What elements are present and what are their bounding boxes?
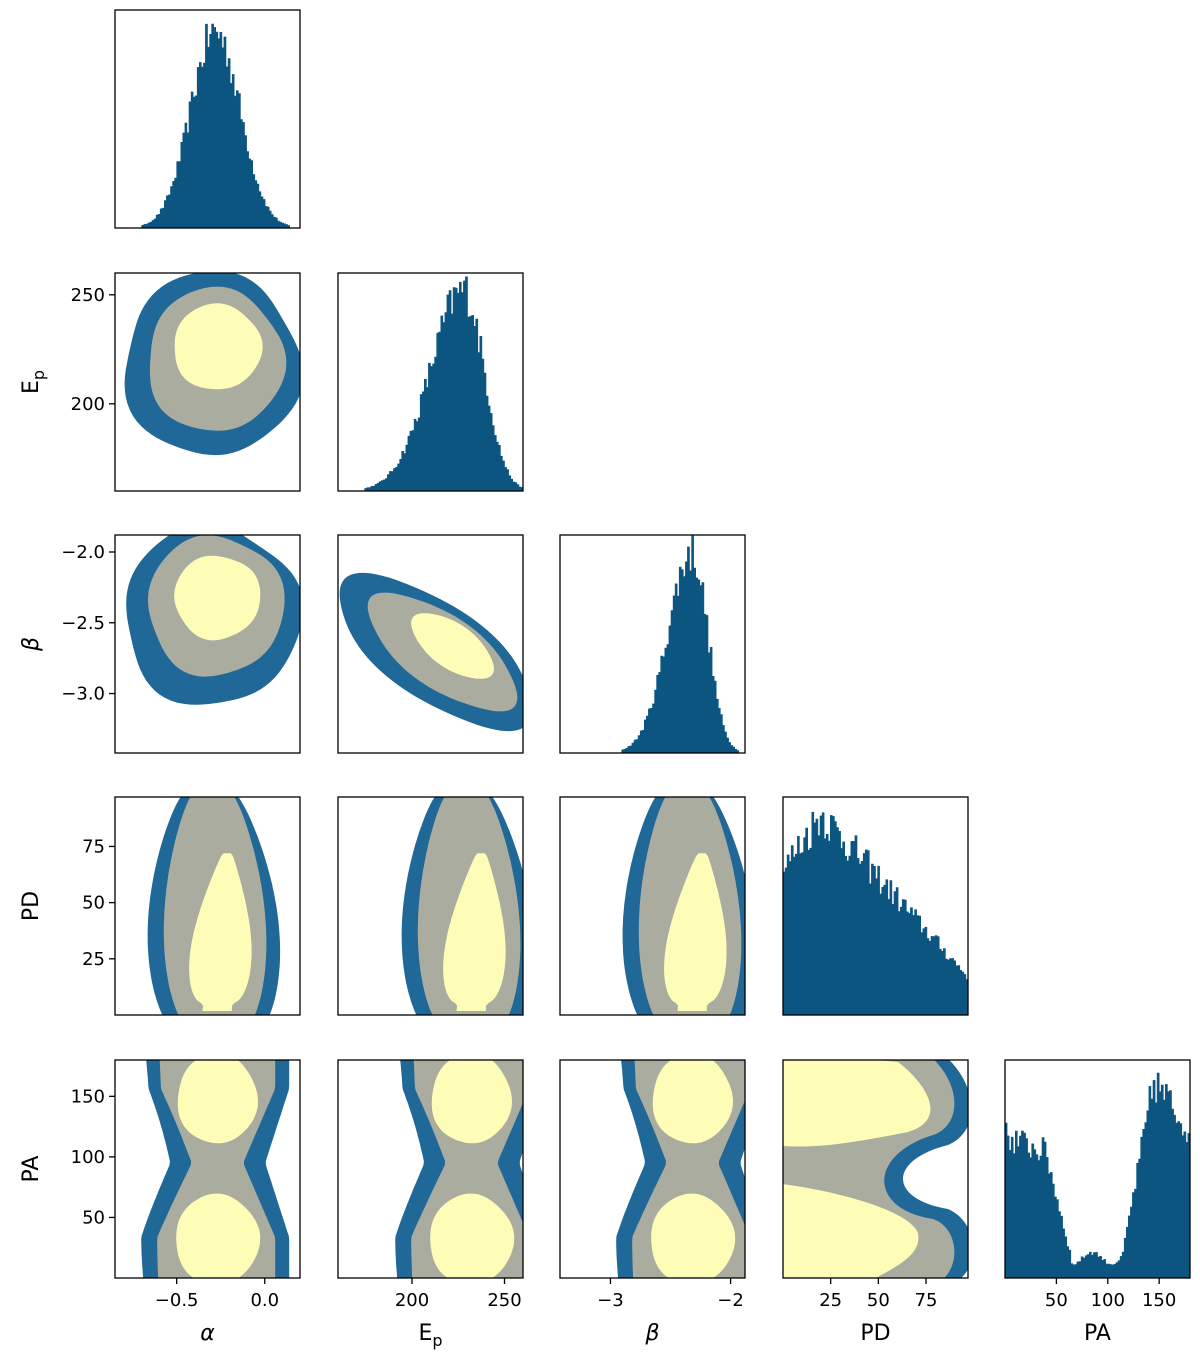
contour-PD-vs-Ep-level-inner: [443, 853, 506, 1011]
panel-frame-PA-vs-Ep: [337, 1059, 524, 1279]
ytick-label-Ep: 200: [71, 394, 105, 415]
contour-PA-vs-PD-level-inner: [783, 1060, 931, 1278]
contour-beta-vs-alpha: [126, 535, 300, 705]
yaxis-label-beta: β: [19, 637, 44, 652]
xtick-label-PA: 100: [1091, 1290, 1125, 1311]
histogram-beta: [560, 535, 745, 753]
yaxis-label-Ep: Ep: [19, 370, 48, 394]
contour-PA-vs-PD: [783, 1060, 968, 1278]
contour-PA-vs-alpha: [141, 1060, 290, 1278]
xaxis-label-Ep: Ep: [418, 1321, 442, 1350]
xaxis-label-alpha: α: [200, 1321, 215, 1346]
contour-Ep-vs-alpha: [124, 273, 300, 456]
ytick-label-Ep: 250: [71, 285, 105, 306]
xtick-label-alpha: 0.0: [250, 1290, 279, 1311]
contour-beta-vs-alpha-level-inner: [174, 555, 261, 641]
xtick-label-Ep: 200: [395, 1290, 429, 1311]
panel-frame-hist-PD: [782, 796, 969, 1016]
yaxis-label-PA: PA: [19, 1156, 44, 1183]
histogram-PA: [1005, 1072, 1190, 1278]
xtick-label-alpha: −0.5: [155, 1290, 199, 1311]
histogram-bars-alpha: [115, 23, 300, 228]
histogram-PD: [783, 811, 968, 1015]
panel-frame-hist-Ep: [337, 272, 524, 492]
contour-PA-vs-beta: [616, 1060, 745, 1278]
histogram-bars-Ep: [338, 276, 523, 491]
xtick-label-PD: 25: [819, 1290, 842, 1311]
ytick-label-PD: 25: [82, 949, 105, 970]
histogram-bars-PD: [783, 811, 968, 1015]
contour-beta-vs-Ep: [339, 572, 523, 732]
contour-PA-vs-beta-level-inner: [651, 1060, 736, 1278]
xaxis-label-PA: PA: [1084, 1321, 1111, 1346]
contour-Ep-vs-alpha-level-inner: [174, 303, 263, 390]
ytick-label-beta: −2.0: [61, 542, 105, 563]
ytick-label-PD: 75: [82, 836, 105, 857]
ytick-label-PA: 100: [71, 1147, 105, 1168]
contour-PA-vs-Ep: [395, 1060, 523, 1278]
panel-frame-Ep-vs-alpha: [114, 272, 301, 492]
ytick-label-beta: −2.5: [61, 613, 105, 634]
contour-PD-vs-alpha: [147, 797, 281, 1015]
xtick-label-beta: −3: [597, 1290, 624, 1311]
contour-PD-vs-alpha-level-inner: [189, 853, 252, 1011]
panel-frame-hist-alpha: [114, 9, 301, 229]
panel-frame-PD-vs-alpha: [114, 796, 301, 1016]
contour-beta-vs-Ep-level-inner: [411, 613, 494, 679]
xtick-label-PA: 50: [1045, 1290, 1068, 1311]
xtick-label-PD: 50: [867, 1290, 890, 1311]
histogram-Ep: [338, 276, 523, 491]
contour-PD-vs-Ep: [401, 797, 523, 1015]
panel-frame-beta-vs-Ep: [337, 534, 524, 754]
histogram-bars-beta: [560, 535, 745, 753]
contour-PA-vs-Ep-level-inner: [430, 1060, 515, 1278]
contour-PA-vs-alpha-level-inner: [176, 1060, 261, 1278]
ytick-label-beta: −3.0: [61, 684, 105, 705]
xtick-label-PA: 150: [1142, 1290, 1176, 1311]
panel-frame-PD-vs-Ep: [337, 796, 524, 1016]
histogram-bars-PA: [1005, 1072, 1190, 1278]
panel-frame-PA-vs-alpha: [114, 1059, 301, 1279]
panel-frame-PA-vs-beta: [559, 1059, 746, 1279]
xaxis-label-beta: β: [644, 1321, 659, 1346]
histogram-alpha: [115, 23, 300, 228]
panel-frame-beta-vs-alpha: [114, 534, 301, 754]
contour-PD-vs-beta-level-inner: [664, 853, 727, 1011]
yaxis-label-PD: PD: [19, 891, 44, 921]
xtick-label-beta: −2: [717, 1290, 744, 1311]
xaxis-label-PD: PD: [860, 1321, 890, 1346]
panel-frame-hist-beta: [559, 534, 746, 754]
panel-frame-PD-vs-beta: [559, 796, 746, 1016]
ytick-label-PA: 150: [71, 1086, 105, 1107]
ytick-label-PD: 50: [82, 893, 105, 914]
xtick-label-Ep: 250: [487, 1290, 521, 1311]
panel-frame-hist-PA: [1004, 1059, 1191, 1279]
xtick-label-PD: 75: [915, 1290, 938, 1311]
panel-frame-PA-vs-PD: [782, 1059, 969, 1279]
contour-PD-vs-beta: [622, 797, 745, 1015]
ytick-label-PA: 50: [82, 1207, 105, 1228]
